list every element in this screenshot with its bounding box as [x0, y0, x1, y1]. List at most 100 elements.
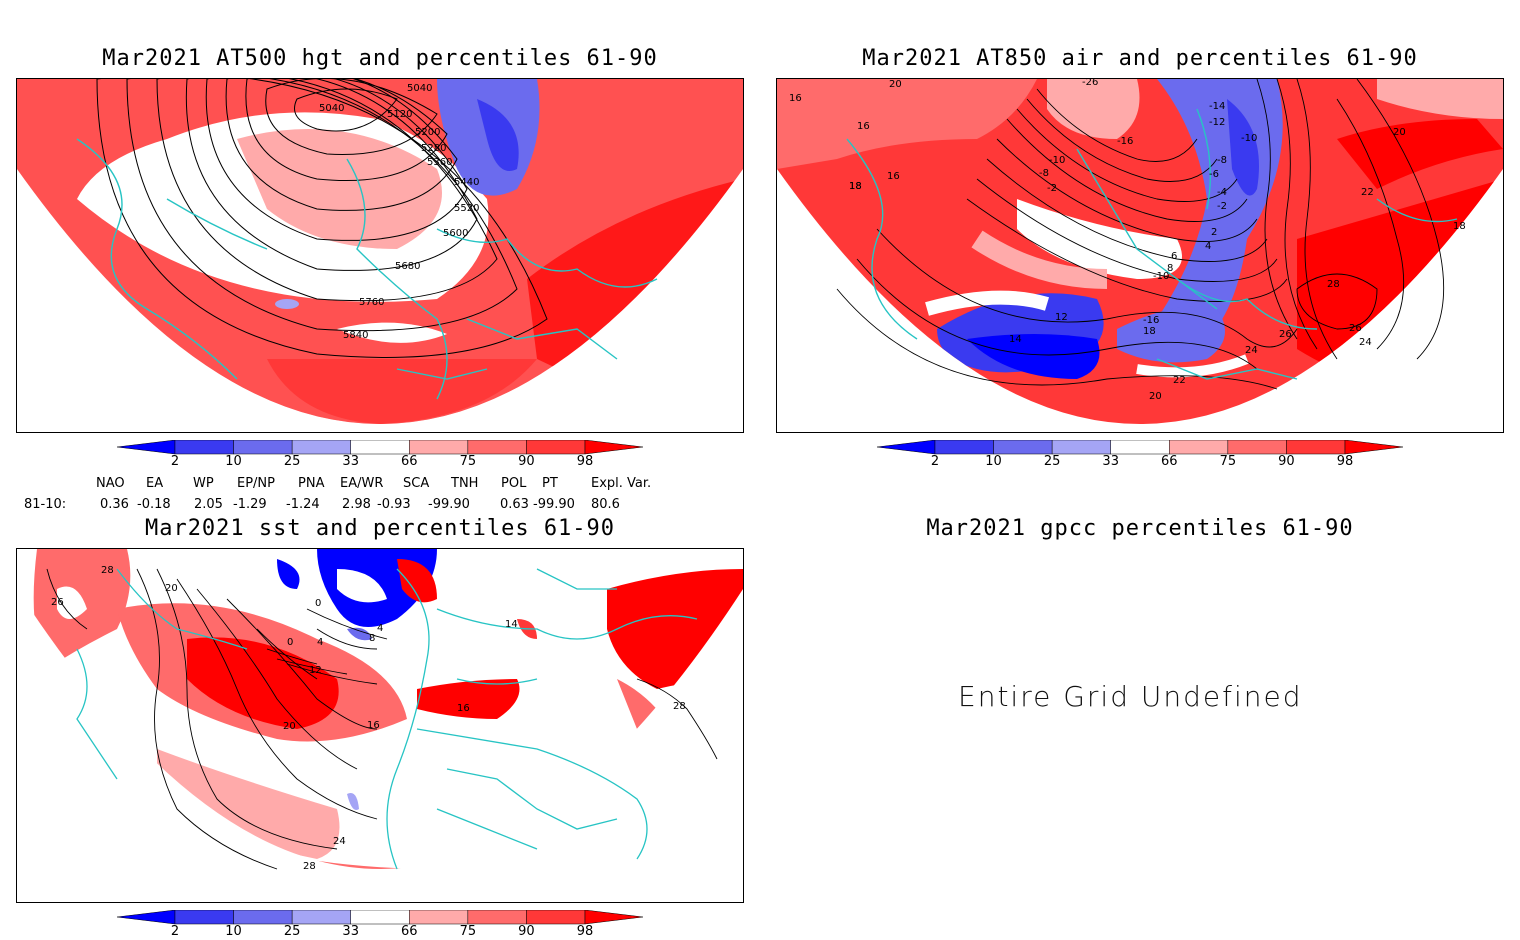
undefined-grid-message: Entire Grid Undefined: [958, 680, 1303, 713]
colorbar-tick-label: 33: [1102, 454, 1119, 469]
air-map: -26 -16 -14 -12 -10 -10 -8 -8 -6 -4 -2 2…: [777, 79, 1503, 424]
colorbar-upper-arrow: [584, 439, 644, 455]
colorbar-box: [350, 439, 410, 455]
colorbar-tick-label: 10: [225, 924, 242, 939]
index-header: EA: [146, 476, 164, 491]
sst-map-panel: 28 26 20 0 4 8 0 4 12 16 20 24 28 28 16 …: [16, 548, 744, 903]
index-header: Expl. Var.: [591, 476, 652, 491]
contour-label: 28: [303, 861, 316, 872]
hgt-contour-labels: 5040 5040 5120 5200 5280 5360 5440 5520 …: [319, 83, 479, 341]
colorbar-tick-label: 33: [342, 454, 359, 469]
colorbar-tick-label: 90: [1278, 454, 1295, 469]
contour-label: 5040: [407, 83, 432, 94]
colorbar-tick-label: 25: [283, 924, 301, 939]
contour-label: 0: [287, 637, 293, 648]
index-value: -0.18: [137, 497, 171, 512]
index-value: 80.6: [591, 497, 620, 512]
colorbar-box: [174, 439, 234, 455]
index-header: NAO: [96, 476, 125, 491]
contour-label: -2: [1217, 201, 1227, 212]
colorbar-tick-label: 25: [283, 454, 301, 469]
contour-label: 18: [1453, 221, 1466, 232]
contour-label: 5520: [454, 203, 479, 214]
colorbar-lower-arrow: [876, 439, 936, 455]
colorbar-upper-arrow: [584, 909, 644, 925]
contour-label: 6: [1171, 251, 1177, 262]
hgt-colorbar: 2 10 25 33 66 75 90 98: [116, 439, 644, 474]
colorbar-box: [233, 909, 293, 925]
colorbar-lower-arrow: [116, 439, 176, 455]
contour-label: 4: [1205, 241, 1211, 252]
contour-label: 4: [377, 623, 383, 634]
contour-label: 28: [101, 565, 114, 576]
contour-label: 20: [889, 79, 902, 90]
colorbar-tick-label: 66: [401, 454, 418, 469]
contour-label: 20: [165, 583, 178, 594]
index-header: EP/NP: [237, 476, 275, 491]
air-panel-title: Mar2021 AT850 air and percentiles 61-90: [862, 46, 1418, 71]
colorbar-tick-label: 75: [1219, 454, 1237, 469]
colorbar-tick-label: 75: [459, 924, 477, 939]
contour-label: 4: [317, 637, 323, 648]
sst-panel-title: Mar2021 sst and percentiles 61-90: [144, 516, 616, 541]
colorbar-tick-label: 66: [401, 924, 418, 939]
index-value: -99.90: [428, 497, 470, 512]
contour-label: 8: [1167, 263, 1173, 274]
sst-colorbar: 2 10 25 33 66 75 90 98: [116, 909, 644, 940]
contour-label: 5840: [343, 330, 368, 341]
index-value: -1.24: [286, 497, 320, 512]
contour-label: 0: [315, 598, 321, 609]
contour-label: 28: [1327, 279, 1340, 290]
contour-label: 16: [887, 171, 900, 182]
contour-label: -14: [1209, 101, 1225, 112]
air-contour-labels: -26 -16 -14 -12 -10 -10 -8 -8 -6 -4 -2 2…: [789, 79, 1466, 402]
contour-label: 5360: [427, 157, 452, 168]
contour-label: 20: [1393, 127, 1406, 138]
index-value: -0.93: [377, 497, 411, 512]
colorbar-box: [350, 909, 410, 925]
contour-label: 5440: [454, 177, 479, 188]
contour-label: -10: [1153, 271, 1169, 282]
colorbar-tick-label: 66: [1161, 454, 1178, 469]
contour-label: -6: [1209, 169, 1219, 180]
colorbar-box: [1051, 439, 1111, 455]
contour-label: 18: [849, 181, 862, 192]
contour-label: -4: [1217, 187, 1227, 198]
colorbar-tick-label: 2: [170, 924, 180, 939]
contour-label: 26: [51, 597, 64, 608]
contour-label: 26: [1349, 323, 1362, 334]
contour-label: 24: [333, 836, 346, 847]
contour-label: -26: [1082, 79, 1098, 88]
index-header: TNH: [451, 476, 479, 491]
colorbar-upper-arrow: [1344, 439, 1404, 455]
index-header: PT: [542, 476, 558, 491]
colorbar-box: [291, 909, 351, 925]
sst-map: 28 26 20 0 4 8 0 4 12 16 20 24 28 28 16 …: [17, 549, 743, 902]
contour-label: -8: [1039, 168, 1049, 179]
index-value: 0.36: [100, 497, 129, 512]
colorbar-box: [233, 439, 293, 455]
colorbar-box: [934, 439, 994, 455]
colorbar-tick-label: 98: [576, 454, 594, 469]
colorbar-box: [526, 439, 586, 455]
index-header: EA/WR: [340, 476, 384, 491]
contour-label: 16: [367, 720, 380, 731]
hgt-map-panel: 5040 5040 5120 5200 5280 5360 5440 5520 …: [16, 78, 744, 433]
contour-label: 5200: [415, 127, 440, 138]
colorbar-tick-label: 2: [930, 454, 940, 469]
contour-label: 22: [1361, 187, 1374, 198]
index-header: WP: [193, 476, 214, 491]
colorbar-tick-label: 10: [225, 454, 242, 469]
colorbar-box: [467, 439, 527, 455]
contour-label: 5040: [319, 103, 344, 114]
contour-label: 24: [1245, 345, 1258, 356]
contour-label: 14: [1009, 334, 1022, 345]
contour-label: -10: [1049, 155, 1065, 166]
contour-label: -8: [1217, 155, 1227, 166]
colorbar-tick-label: 90: [518, 924, 535, 939]
index-header: POL: [501, 476, 527, 491]
contour-label: 16: [457, 703, 470, 714]
index-value: 2.05: [194, 497, 223, 512]
contour-label: -16: [1117, 136, 1133, 147]
contour-label: -12: [1209, 117, 1225, 128]
